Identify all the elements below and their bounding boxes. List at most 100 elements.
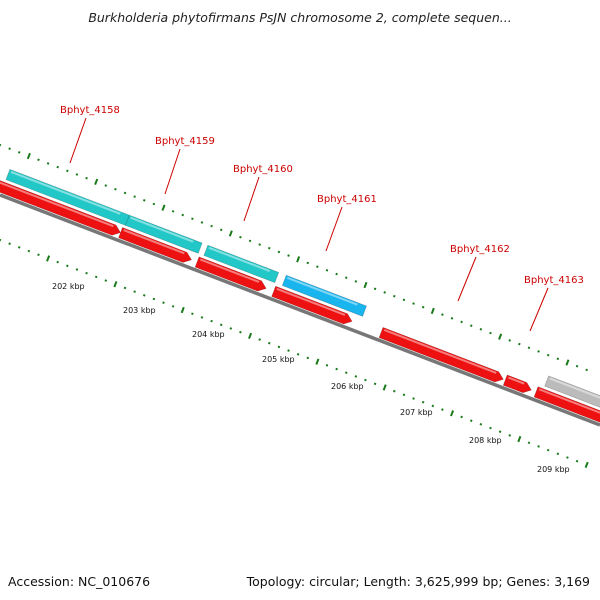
- inner-tick: [162, 301, 165, 304]
- inner-tick: [315, 358, 320, 365]
- outer-tick: [489, 331, 492, 335]
- map-title: Burkholderia phytofirmans PsJN chromosom…: [88, 10, 512, 25]
- inner-tick: [421, 400, 425, 404]
- outer-tick: [75, 173, 79, 176]
- feature-sheen: [208, 246, 271, 272]
- inner-tick: [85, 271, 88, 275]
- gene-feature-bphyt-4160[interactable]: [203, 244, 280, 284]
- feature-sheen: [199, 258, 260, 283]
- feature-sheen: [549, 377, 600, 399]
- inner-tick: [508, 434, 512, 437]
- feature-sheen: [276, 287, 346, 316]
- kbp-label: 204 kbp: [192, 330, 225, 339]
- outer-tick: [161, 204, 166, 211]
- cds-feature-red[interactable]: [194, 256, 267, 292]
- outer-tick: [383, 291, 386, 294]
- outer-tick: [133, 195, 136, 198]
- outer-tick: [239, 235, 242, 239]
- inner-tick: [104, 279, 108, 282]
- kbp-label: 209 kbp: [537, 465, 570, 474]
- outer-tick: [412, 302, 415, 305]
- inner-tick: [191, 312, 194, 316]
- kbp-label: 206 kbp: [331, 382, 364, 391]
- inner-tick: [219, 323, 223, 327]
- outer-tick: [26, 152, 31, 160]
- outer-tick: [85, 176, 88, 180]
- inner-tick: [450, 410, 455, 417]
- outer-tick: [123, 191, 127, 195]
- inner-tick: [489, 426, 492, 430]
- inner-tick: [479, 423, 483, 426]
- label-leader: [457, 256, 477, 302]
- inner-tick: [566, 456, 569, 459]
- cds-feature-red[interactable]: [271, 285, 353, 325]
- inner-tick: [66, 264, 69, 268]
- inner-tick: [56, 260, 59, 264]
- gene-label-bphyt-4163[interactable]: Bphyt_4163: [524, 275, 584, 286]
- gene-label-bphyt-4158[interactable]: Bphyt_4158: [60, 105, 120, 116]
- gene-features[interactable]: [0, 168, 600, 429]
- feature-sheen: [0, 181, 114, 228]
- gene-label-bphyt-4162[interactable]: Bphyt_4162: [450, 244, 510, 255]
- inner-tick: [431, 404, 435, 408]
- inner-tick: [412, 397, 415, 400]
- gene-label-bphyt-4161[interactable]: Bphyt_4161: [317, 194, 377, 205]
- cds-feature-red[interactable]: [533, 386, 600, 429]
- kbp-labels-group: 202 kbp 203 kbp 204 kbp 205 kbp 206 kbp 207 k…: [52, 282, 570, 474]
- inner-tick: [239, 330, 242, 334]
- outer-tick: [46, 162, 50, 165]
- sequence-backbone: [0, 193, 600, 427]
- gene-feature-bphyt-4159[interactable]: [125, 214, 203, 254]
- label-leader: [325, 206, 343, 252]
- outer-tick: [94, 178, 99, 186]
- label-leader: [529, 287, 549, 332]
- outer-tick: [393, 294, 396, 298]
- feature-sheen: [123, 229, 185, 255]
- inner-tick: [171, 305, 175, 308]
- gene-feature-gray[interactable]: [544, 375, 600, 412]
- outer-tick: [210, 224, 213, 228]
- inner-tick-marks: [0, 238, 589, 469]
- outer-tick: [527, 346, 531, 350]
- cds-feature-red[interactable]: [118, 227, 192, 263]
- inner-tick: [268, 341, 271, 345]
- inner-tick: [584, 461, 589, 469]
- inner-tick: [325, 364, 329, 367]
- outer-tick: [518, 342, 521, 346]
- kbp-label: 208 kbp: [469, 436, 502, 445]
- outer-tick: [104, 184, 108, 187]
- outer-tick: [181, 213, 185, 217]
- cds-feature-red[interactable]: [378, 326, 504, 383]
- inner-tick: [364, 378, 367, 382]
- cds-feature-red[interactable]: [502, 374, 532, 394]
- gene-feature-bphyt-4161[interactable]: [281, 274, 367, 317]
- outer-tick: [17, 151, 21, 154]
- inner-tick: [248, 332, 253, 340]
- gene-label-bphyt-4159[interactable]: Bphyt_4159: [155, 136, 215, 147]
- inner-tick: [441, 408, 444, 411]
- inner-tick: [354, 375, 358, 378]
- outer-tick: [171, 210, 175, 213]
- inner-tick: [46, 255, 51, 262]
- inner-tick: [460, 415, 463, 419]
- outer-tick: [37, 158, 40, 162]
- inner-tick: [537, 445, 540, 448]
- outer-tick: [142, 199, 146, 202]
- cds-feature-red[interactable]: [0, 179, 121, 236]
- kbp-label: 207 kbp: [400, 408, 433, 417]
- gene-label-bphyt-4160[interactable]: Bphyt_4160: [233, 164, 293, 175]
- inner-tick: [75, 268, 79, 271]
- inner-tick: [142, 294, 146, 297]
- outer-tick: [373, 287, 377, 291]
- outer-tick: [8, 147, 11, 150]
- outer-tick-marks: [0, 143, 588, 372]
- feature-sheen: [383, 329, 497, 374]
- inner-tick: [382, 384, 387, 391]
- inner-tick: [180, 306, 185, 314]
- inner-tick: [152, 297, 156, 301]
- outer-tick: [441, 313, 444, 316]
- feature-sheen: [10, 170, 121, 215]
- outer-tick: [296, 256, 301, 263]
